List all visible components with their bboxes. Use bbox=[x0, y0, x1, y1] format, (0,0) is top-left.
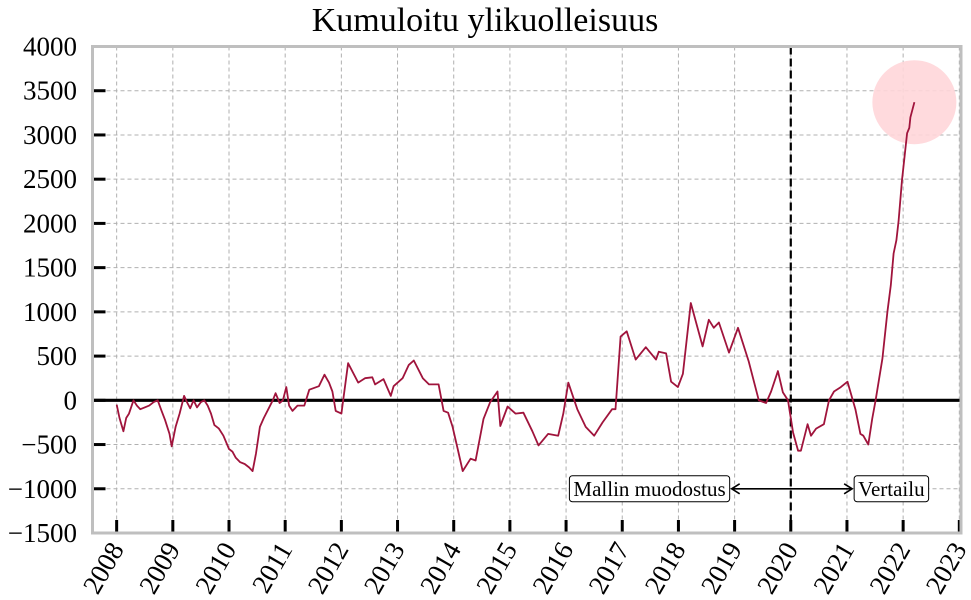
y-tick-label: −1500 bbox=[8, 518, 77, 548]
x-tick-label: 2020 bbox=[751, 537, 804, 599]
chart-title: Kumuloitu ylikuolleisuus bbox=[312, 2, 659, 39]
x-tick-label: 2012 bbox=[302, 537, 355, 599]
grid-lines bbox=[92, 46, 961, 534]
x-tick-label: 2010 bbox=[189, 537, 242, 599]
x-tick-label: 2015 bbox=[470, 537, 523, 599]
y-tick-label: 1500 bbox=[23, 253, 77, 283]
series-line bbox=[115, 101, 916, 473]
x-tick-label: 2019 bbox=[695, 537, 748, 599]
x-axis-tick-labels: 2008 2009 2010 2011 2012 2013 2014 2015 2016 2017… bbox=[77, 537, 971, 599]
x-tick-label: 2022 bbox=[863, 537, 916, 599]
y-tick-label: 0 bbox=[64, 385, 78, 415]
y-tick-label: 3500 bbox=[23, 76, 77, 106]
x-tick-label: 2011 bbox=[246, 537, 298, 598]
y-axis-tick-labels: −1500 −1000 −500 0 500 1000 1500 2000 2500 3000 35… bbox=[8, 32, 77, 549]
y-tick-label: −500 bbox=[21, 430, 77, 460]
arrow-head-left-icon bbox=[730, 483, 741, 495]
axis-ticks bbox=[92, 89, 961, 533]
x-tick-label: 2018 bbox=[639, 537, 692, 599]
annotation-comparison: Vertailu bbox=[853, 475, 930, 503]
y-tick-label: 500 bbox=[37, 341, 78, 371]
plot-frame bbox=[91, 45, 963, 535]
annotation-box bbox=[853, 475, 930, 503]
annotation-label-right: Vertailu bbox=[858, 477, 925, 501]
annotation-model-building: Mallin muodostus bbox=[568, 475, 731, 503]
y-tick-label: 2500 bbox=[23, 164, 77, 194]
y-tick-label: 1000 bbox=[23, 297, 77, 327]
y-tick-label: 2000 bbox=[23, 208, 77, 238]
y-tick-label: 3000 bbox=[23, 120, 77, 150]
x-tick-label: 2009 bbox=[133, 537, 186, 599]
y-tick-label: −1000 bbox=[8, 474, 77, 504]
x-tick-label: 2017 bbox=[582, 537, 635, 599]
y-tick-label: 4000 bbox=[23, 32, 77, 62]
arrow-head-right-icon bbox=[843, 483, 854, 495]
x-tick-label: 2008 bbox=[77, 537, 130, 599]
x-tick-label: 2023 bbox=[920, 537, 971, 599]
x-tick-label: 2021 bbox=[807, 537, 860, 599]
x-tick-label: 2013 bbox=[358, 537, 411, 599]
x-tick-label: 2016 bbox=[526, 537, 579, 599]
annotation-label-left: Mallin muodostus bbox=[573, 477, 725, 501]
period-arrow bbox=[730, 483, 854, 495]
x-tick-label: 2014 bbox=[414, 537, 467, 599]
annotation-box bbox=[568, 475, 731, 503]
